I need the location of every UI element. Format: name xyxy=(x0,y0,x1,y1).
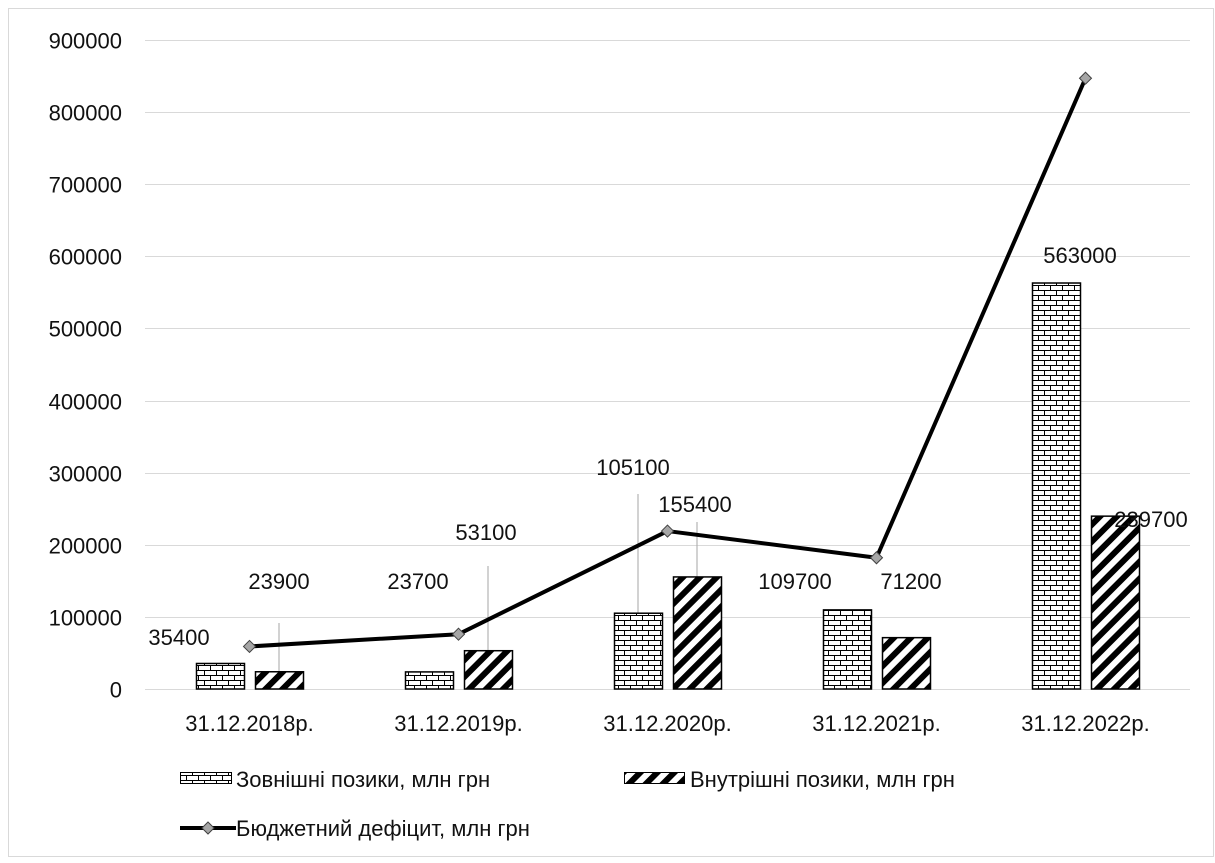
data-label: 239700 xyxy=(1114,507,1187,532)
bar xyxy=(254,671,305,690)
y-tick-label: 900000 xyxy=(49,29,122,54)
legend-swatch-external-loans xyxy=(180,772,232,784)
data-label: 23900 xyxy=(248,569,309,594)
x-tick-label: 31.12.2020р. xyxy=(603,711,731,736)
bar xyxy=(404,671,455,690)
bars xyxy=(195,282,1141,690)
y-axis-tick-labels: 0 100000 200000 300000 400000 500000 600000 700… xyxy=(49,29,122,703)
legend-label-internal-loans: Внутрішні позики, млн грн xyxy=(690,767,955,792)
data-label: 105100 xyxy=(596,455,669,480)
deficit-marker xyxy=(1078,71,1093,85)
x-tick-label: 31.12.2021р. xyxy=(812,711,940,736)
x-tick-label: 31.12.2018р. xyxy=(185,711,313,736)
y-tick-label: 0 xyxy=(110,678,122,703)
x-tick-label: 31.12.2022р. xyxy=(1021,711,1149,736)
y-tick-label: 100000 xyxy=(49,606,122,631)
y-tick-label: 400000 xyxy=(49,390,122,415)
x-tick-label: 31.12.2019р. xyxy=(394,711,522,736)
x-axis-tick-labels: 31.12.2018р. 31.12.2019р. 31.12.2020р. 31.1… xyxy=(185,711,1149,736)
gridlines xyxy=(145,40,1190,690)
data-label: 155400 xyxy=(658,492,731,517)
bar xyxy=(672,576,723,690)
deficit-marker xyxy=(451,627,466,641)
data-label: 109700 xyxy=(758,569,831,594)
y-tick-label: 200000 xyxy=(49,534,122,559)
data-label: 23700 xyxy=(387,569,448,594)
data-label: 35400 xyxy=(148,625,209,650)
data-label: 71200 xyxy=(880,569,941,594)
bar xyxy=(463,649,514,690)
legend-swatch-deficit-marker xyxy=(201,821,215,835)
y-tick-label: 300000 xyxy=(49,462,122,487)
y-tick-label: 500000 xyxy=(49,317,122,342)
data-label-leader-lines xyxy=(278,494,698,672)
deficit-marker xyxy=(869,551,884,565)
data-label: 563000 xyxy=(1043,243,1116,268)
legend-swatch-internal-loans xyxy=(624,772,685,784)
deficit-line-series xyxy=(242,71,1093,654)
legend: Зовнішні позики, млн грн Внутрішні позики… xyxy=(180,767,955,841)
bar xyxy=(1090,515,1141,690)
data-label: 53100 xyxy=(455,520,516,545)
bar xyxy=(195,662,246,690)
data-labels: 35400 23700 105100 109700 563000 23900 53100 15… xyxy=(148,243,1187,650)
bar xyxy=(822,609,873,690)
bar xyxy=(1031,282,1082,690)
legend-label-deficit: Бюджетний дефіцит, млн грн xyxy=(236,816,530,841)
chart-frame xyxy=(8,8,1214,857)
y-tick-label: 700000 xyxy=(49,173,122,198)
bar xyxy=(613,612,664,690)
deficit-marker xyxy=(242,639,257,654)
legend-label-external-loans: Зовнішні позики, млн грн xyxy=(236,767,490,792)
bar xyxy=(881,636,932,690)
y-tick-label: 600000 xyxy=(49,245,122,270)
deficit-marker xyxy=(660,524,675,538)
y-tick-label: 800000 xyxy=(49,101,122,126)
